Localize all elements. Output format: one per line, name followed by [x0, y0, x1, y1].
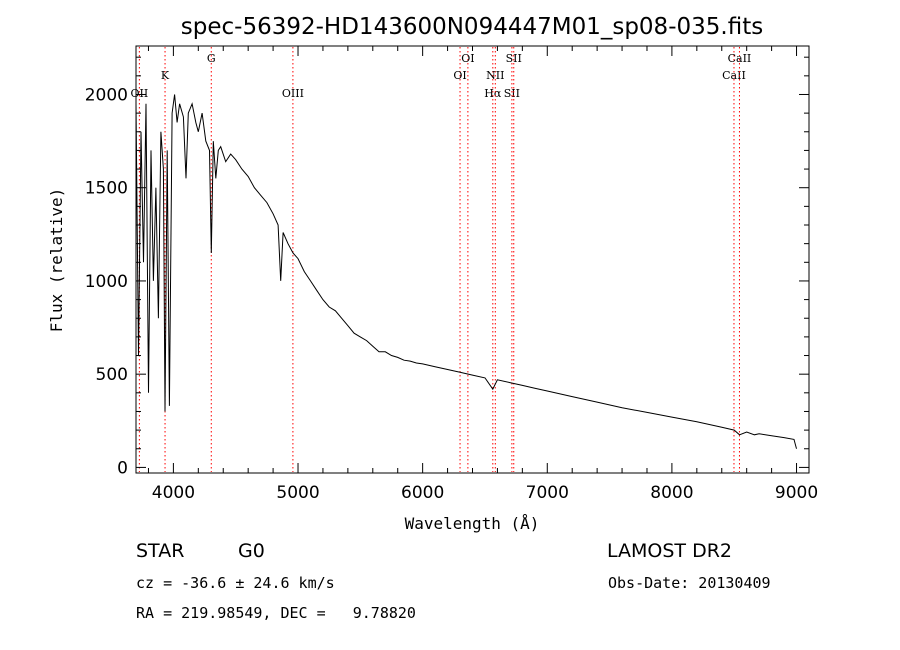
survey-name: LAMOST DR2 [607, 540, 732, 562]
y-tick-label: 1000 [85, 272, 128, 292]
y-tick-label: 1500 [85, 179, 128, 199]
emission-line-label: OII [131, 87, 149, 100]
emission-line-label: CaII [728, 52, 752, 65]
emission-line-label: Hα [484, 87, 502, 100]
emission-line-label: NII [486, 69, 504, 82]
obs-date: Obs-Date: 20130409 [608, 574, 771, 592]
y-tick-label: 500 [96, 365, 128, 385]
chart-title: spec-56392-HD143600N094447M01_sp08-035.f… [181, 14, 763, 40]
emission-line-label: OIII [282, 87, 304, 100]
x-tick-label: 8000 [650, 483, 693, 503]
plot-frame [135, 45, 810, 474]
x-tick-label: 4000 [152, 483, 195, 503]
emission-line-label: SII [504, 87, 520, 100]
emission-line-label: K [161, 69, 170, 82]
coordinates: RA = 219.98549, DEC = 9.78820 [136, 604, 416, 622]
object-class: STAR [136, 540, 185, 562]
subclass: G0 [238, 540, 265, 562]
y-tick-label: 2000 [85, 85, 128, 105]
emission-line-label: CaII [722, 69, 746, 82]
emission-line-label: OI [453, 69, 466, 82]
x-tick-label: 5000 [276, 483, 319, 503]
y-axis-label: Flux (relative) [47, 188, 66, 333]
axis-ticks: 4000 5000 6000 7000 8000 9000 0 500 1000 1500 2000 [85, 46, 818, 503]
emission-line-label: SII [506, 52, 522, 65]
y-tick-label: 0 [117, 458, 128, 478]
x-tick-label: 7000 [526, 483, 569, 503]
redshift-text: cz = -36.6 ± 24.6 km/s [136, 574, 335, 592]
x-tick-label: 9000 [775, 483, 818, 503]
x-axis-label: Wavelength (Å) [405, 514, 540, 533]
x-tick-label: 6000 [401, 483, 444, 503]
spectrum-line [135, 94, 797, 449]
emission-line-label: G [207, 52, 216, 65]
emission-line-label: OI [461, 52, 474, 65]
